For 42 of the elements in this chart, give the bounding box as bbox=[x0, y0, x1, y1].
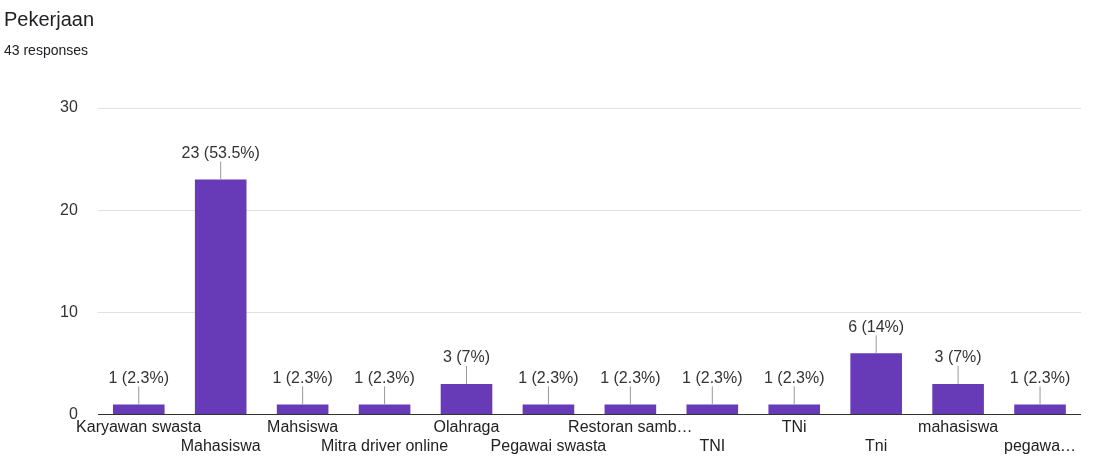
y-tick-label: 0 bbox=[68, 405, 78, 423]
data-label: 1 (2.3%) bbox=[272, 368, 333, 386]
x-tick-label: Olahraga bbox=[433, 417, 500, 435]
bar bbox=[440, 383, 493, 415]
data-label: 1 (2.3%) bbox=[354, 368, 415, 386]
bar bbox=[850, 353, 902, 415]
bar bbox=[522, 404, 575, 415]
data-label: 3 (7%) bbox=[934, 348, 982, 366]
bar bbox=[932, 383, 984, 415]
x-tick-label: Mitra driver online bbox=[320, 436, 449, 454]
x-tick-label: TNI bbox=[699, 436, 726, 454]
x-tick-label: Tni bbox=[865, 436, 888, 454]
bar bbox=[358, 404, 411, 415]
bar bbox=[686, 404, 739, 415]
data-label: 1 (2.3%) bbox=[518, 368, 579, 386]
data-label: 6 (14%) bbox=[848, 317, 905, 335]
bar bbox=[112, 404, 165, 415]
y-tick-label: 30 bbox=[60, 98, 78, 116]
x-tick-label: Mahsiswa bbox=[267, 417, 339, 435]
x-tick-label: Karyawan swasta bbox=[76, 417, 202, 435]
data-label: 1 (2.3%) bbox=[1009, 368, 1071, 386]
data-label: 1 (2.3%) bbox=[108, 368, 169, 386]
x-tick-label: mahasiswa bbox=[918, 417, 999, 435]
x-tick-label: Mahasiswa bbox=[180, 436, 261, 454]
bar bbox=[194, 179, 247, 415]
data-label: 1 (2.3%) bbox=[764, 368, 825, 386]
data-label: 23 (53.5%) bbox=[181, 143, 260, 161]
data-label: 1 (2.3%) bbox=[600, 368, 661, 386]
bar bbox=[604, 404, 657, 415]
bar bbox=[276, 404, 329, 415]
x-tick-label: Restoran samb… bbox=[568, 417, 693, 435]
x-tick-label: TNi bbox=[781, 417, 807, 435]
y-tick-label: 20 bbox=[60, 200, 78, 218]
data-label: 1 (2.3%) bbox=[682, 368, 743, 386]
data-label: 3 (7%) bbox=[442, 348, 491, 366]
chart-subtitle: 43 responses bbox=[4, 42, 89, 58]
x-tick-label: pegawa… bbox=[1004, 436, 1077, 454]
x-tick-label: Pegawai swasta bbox=[490, 436, 607, 454]
y-tick-label: 10 bbox=[60, 302, 78, 320]
bar bbox=[1014, 404, 1066, 415]
bar bbox=[768, 404, 821, 415]
chart-title: Pekerjaan bbox=[4, 8, 95, 31]
